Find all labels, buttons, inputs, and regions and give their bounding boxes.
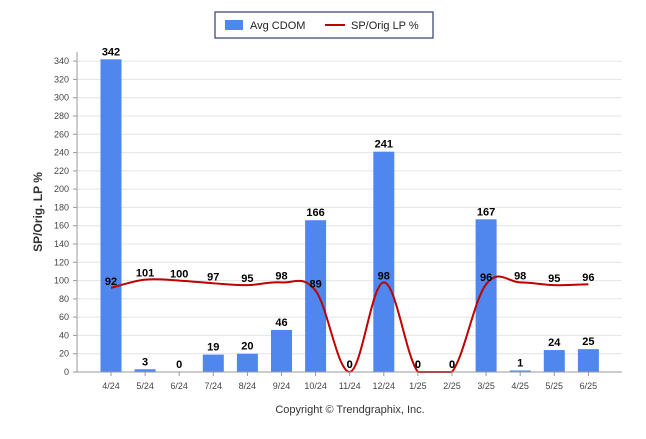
x-tick-label: 9/24: [273, 381, 291, 391]
y-tick-label: 20: [59, 349, 69, 359]
bar-value-label: 20: [241, 341, 253, 353]
y-tick-label: 120: [54, 257, 69, 267]
y-tick-label: 280: [54, 111, 69, 121]
bar-value-label: 0: [415, 359, 421, 371]
line-value-label: 0: [347, 359, 353, 371]
line-value-label: 89: [309, 279, 321, 291]
bar: [373, 151, 395, 372]
x-tick-label: 6/25: [580, 381, 598, 391]
line-value-label: 95: [241, 273, 253, 285]
line-value-label: 96: [582, 272, 594, 284]
bar: [543, 350, 565, 372]
bar: [134, 369, 156, 372]
bar-value-label: 0: [347, 359, 353, 371]
bar-value-label: 3: [142, 356, 148, 368]
line-value-label: 0: [415, 359, 421, 371]
y-tick-label: 220: [54, 166, 69, 176]
bar-value-label: 342: [102, 46, 120, 58]
x-tick-label: 12/24: [373, 381, 396, 391]
line-value-label: 98: [514, 270, 526, 282]
x-tick-label: 4/25: [511, 381, 529, 391]
bar: [100, 59, 122, 373]
y-tick-label: 160: [54, 221, 69, 231]
y-tick-label: 240: [54, 148, 69, 158]
bar: [577, 349, 599, 372]
line-value-label: 95: [548, 273, 560, 285]
y-tick-label: 180: [54, 202, 69, 212]
legend-label-cdom: Avg CDOM: [250, 20, 305, 32]
bar-value-label: 25: [582, 336, 594, 348]
line-value-label: 92: [105, 276, 117, 288]
bar-series: [100, 59, 599, 373]
data-labels: 342 3 0 19 20 46 166 0 241 0 0 167 1 24 25 92 101 100 97 95…: [102, 46, 595, 371]
x-tick-label: 1/25: [409, 381, 427, 391]
y-axis: 0 20 40 60 80 100 120 140 160 180 200 220 240 260 280 3…: [54, 52, 78, 377]
bar: [509, 370, 531, 372]
x-tick-label: 6/24: [170, 381, 188, 391]
y-tick-label: 0: [64, 367, 69, 377]
x-tick-label: 3/25: [477, 381, 495, 391]
y-tick-label: 300: [54, 93, 69, 103]
x-axis: 4/24 5/24 6/24 7/24 8/24 9/24 10/24 11/24 12/24 1…: [77, 371, 622, 391]
y-tick-label: 100: [54, 276, 69, 286]
bar-value-label: 0: [449, 359, 455, 371]
legend-swatch-cdom: [225, 20, 243, 30]
bar: [271, 329, 292, 372]
line-value-label: 97: [207, 271, 219, 283]
copyright-text: Copyright © Trendgraphix, Inc.: [275, 404, 424, 416]
y-tick-label: 140: [54, 239, 69, 249]
y-axis-title: SP/Orig. LP %: [31, 172, 45, 252]
sp-orig-line: [110, 275, 589, 374]
bar-value-label: 24: [548, 337, 561, 349]
x-tick-label: 2/25: [443, 381, 461, 391]
x-tick-label: 8/24: [239, 381, 257, 391]
line-value-label: 100: [170, 269, 188, 281]
bar: [236, 353, 258, 372]
legend: Avg CDOM SP/Orig LP %: [214, 11, 434, 39]
bar-value-label: 1: [517, 358, 523, 370]
bar-value-label: 167: [477, 206, 495, 218]
legend-label-sp: SP/Orig LP %: [351, 20, 419, 32]
bar: [305, 220, 327, 372]
bar-value-label: 46: [275, 317, 287, 329]
bar-value-label: 0: [176, 359, 182, 371]
line-series: [110, 275, 589, 374]
bar-value-label: 166: [306, 207, 324, 219]
line-value-label: 0: [449, 359, 455, 371]
bar-value-label: 241: [375, 139, 393, 151]
line-value-label: 96: [480, 272, 492, 284]
x-tick-label: 5/25: [546, 381, 564, 391]
x-tick-label: 10/24: [304, 381, 327, 391]
bar: [202, 354, 224, 372]
grid: [77, 60, 622, 373]
legend-box: [214, 11, 434, 39]
y-tick-label: 200: [54, 184, 69, 194]
y-tick-label: 340: [54, 56, 69, 66]
x-tick-label: 11/24: [339, 381, 361, 391]
y-tick-label: 60: [59, 312, 69, 322]
x-tick-label: 5/24: [136, 381, 154, 391]
y-tick-label: 320: [54, 74, 69, 84]
y-tick-label: 40: [59, 330, 69, 340]
line-value-label: 98: [378, 270, 390, 282]
x-tick-label: 4/24: [102, 381, 120, 391]
line-value-label: 101: [136, 268, 154, 280]
bar-value-label: 19: [207, 342, 219, 354]
x-tick-label: 7/24: [205, 381, 223, 391]
bar: [475, 219, 497, 372]
y-tick-label: 260: [54, 129, 69, 139]
line-value-label: 98: [275, 270, 287, 282]
y-tick-label: 80: [59, 294, 69, 304]
